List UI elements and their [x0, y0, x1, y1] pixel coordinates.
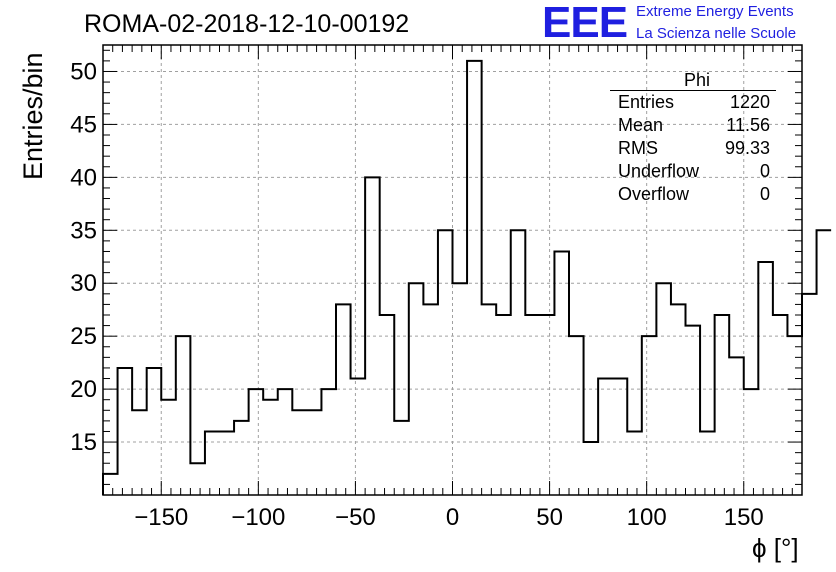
histogram-bin: [234, 421, 249, 495]
histogram-bin: [598, 379, 613, 495]
y-tick-label: 35: [70, 217, 97, 244]
x-axis-label: ϕ [°]: [752, 533, 799, 563]
histogram-bin: [715, 315, 730, 495]
histogram-bin: [336, 304, 351, 495]
eee-logo: EEE: [542, 0, 628, 47]
y-axis-label: Entries/bin: [18, 52, 48, 180]
x-tick-label: 100: [627, 504, 667, 531]
histogram-bin: [686, 326, 701, 495]
stats-value: 11.56: [726, 115, 770, 135]
histogram-bin: [482, 304, 497, 495]
axis-ticks: [103, 45, 802, 495]
y-tick-label: 30: [70, 270, 97, 297]
histogram-bin: [351, 379, 366, 495]
histogram-bin: [423, 304, 438, 495]
org-subtitle: La Scienza nelle Scuole: [636, 25, 797, 42]
histogram-bin: [744, 389, 759, 495]
histogram-bin: [176, 336, 191, 495]
y-tick-label: 45: [70, 111, 97, 138]
histogram-bin: [147, 368, 162, 495]
histogram-bin: [307, 410, 322, 495]
stats-label: RMS: [618, 138, 658, 158]
histogram-bin: [554, 251, 569, 495]
stats-label: Entries: [618, 92, 675, 112]
y-tick-label: 40: [70, 164, 97, 191]
stats-label: Mean: [618, 115, 664, 135]
histogram-bin: [569, 336, 584, 495]
stats-row: Underflow 0: [610, 160, 776, 183]
histogram-bin: [540, 315, 555, 495]
stats-value: 0: [759, 184, 770, 204]
histogram-bin: [656, 283, 671, 495]
histogram-bin: [321, 389, 336, 495]
histogram-bin: [132, 410, 147, 495]
histogram-bin: [394, 421, 409, 495]
histogram-bin: [496, 315, 511, 495]
histogram-bin: [409, 283, 424, 495]
histogram-bin: [205, 431, 220, 495]
histogram-bin: [525, 315, 540, 495]
histogram-bin: [787, 336, 802, 495]
histogram-bin: [438, 230, 453, 495]
y-tick-label: 25: [70, 323, 97, 350]
histogram-bin: [700, 431, 715, 495]
histogram-bin: [729, 357, 744, 495]
grid-lines: [103, 45, 802, 495]
x-tick-label: −100: [231, 504, 285, 531]
histogram-bin: [671, 304, 686, 495]
stats-row: RMS 99.33: [610, 137, 776, 160]
histogram-bin: [642, 336, 657, 495]
histogram-outline: [102, 59, 832, 495]
histogram-bin: [190, 463, 205, 495]
stats-value: 1220: [729, 92, 770, 112]
stats-row: Entries 1220: [610, 91, 776, 114]
stats-title: Phi: [610, 70, 776, 91]
tick-labels: −150 −100 −50 0 50 100 150 15 20 25 30 35 40 45 50: [70, 58, 763, 531]
histogram-bars: [102, 59, 832, 495]
histogram-bin: [584, 442, 599, 495]
y-tick-label: 15: [70, 429, 97, 456]
y-tick-label: 50: [70, 58, 97, 85]
x-tick-label: 50: [536, 504, 563, 531]
stats-label: Overflow: [618, 184, 690, 204]
histogram-bin: [278, 389, 293, 495]
histogram-bin: [161, 400, 176, 495]
histogram-bin: [249, 389, 264, 495]
histogram-bin: [511, 230, 526, 495]
histogram-bin: [365, 177, 380, 495]
histogram-bin: [220, 431, 235, 495]
stats-row: Mean 11.56: [610, 114, 776, 137]
stats-label: Underflow: [618, 161, 700, 181]
histogram-bin: [380, 315, 395, 495]
histogram-bin: [263, 400, 278, 495]
histogram-bin: [467, 61, 482, 495]
org-name: Extreme Energy Events: [636, 3, 794, 20]
histogram-bin: [292, 410, 307, 495]
y-tick-label: 20: [70, 376, 97, 403]
histogram-bin: [817, 230, 832, 495]
x-tick-label: −150: [134, 504, 188, 531]
histogram-bin: [802, 294, 817, 495]
x-tick-label: −50: [335, 504, 376, 531]
stats-value: 99.33: [724, 138, 770, 158]
x-tick-label: 0: [446, 504, 459, 531]
histogram-bin: [773, 315, 788, 495]
stats-value: 0: [759, 161, 770, 181]
histogram-bin: [118, 368, 133, 495]
stats-row: Overflow 0: [610, 183, 776, 206]
histogram-bin: [613, 379, 628, 495]
chart-title: ROMA-02-2018-12-10-00192: [84, 10, 410, 38]
stats-box: Phi Entries 1220 Mean 11.56 RMS 99.33 Under…: [610, 70, 776, 206]
x-tick-label: 150: [724, 504, 764, 531]
histogram-bin: [453, 283, 468, 495]
histogram-bin: [627, 431, 642, 495]
histogram-bin: [758, 262, 773, 495]
